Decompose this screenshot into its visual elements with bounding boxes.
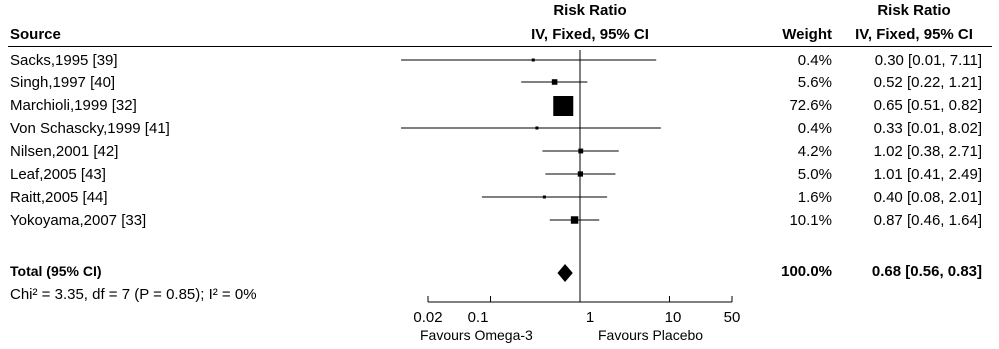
study-source: Yokoyama,2007 [33] xyxy=(10,212,147,229)
study-weight: 5.0% xyxy=(797,166,832,183)
study-source: Von Schascky,1999 [41] xyxy=(10,120,170,137)
axis-tick-label: 10 xyxy=(664,309,682,326)
study-source: Leaf,2005 [43] xyxy=(10,166,106,183)
study-marker xyxy=(553,96,574,116)
study-weight: 0.4% xyxy=(797,52,832,69)
study-marker xyxy=(542,195,546,199)
source-header: Source xyxy=(10,26,61,43)
study-marker xyxy=(578,148,584,154)
study-marker xyxy=(531,58,535,62)
weight-header: Weight xyxy=(782,26,832,43)
plot-subtitle: IV, Fixed, 95% CI xyxy=(531,26,649,43)
study-source: Marchioli,1999 [32] xyxy=(10,97,137,114)
total-label: Total (95% CI) xyxy=(10,263,102,279)
study-weight: 1.6% xyxy=(797,189,832,206)
total-weight: 100.0% xyxy=(781,263,832,280)
total-diamond xyxy=(557,264,573,282)
axis-tick-label: 0.02 xyxy=(413,309,443,326)
study-ci: 0.40 [0.08, 2.01] xyxy=(873,189,982,206)
study-source: Sacks,1995 [39] xyxy=(10,52,118,69)
ci-subtitle: IV, Fixed, 95% CI xyxy=(855,26,973,43)
study-ci: 0.65 [0.51, 0.82] xyxy=(873,97,982,114)
heterogeneity-stats: Chi² = 3.35, df = 7 (P = 0.85); I² = 0% xyxy=(10,286,257,303)
study-ci: 0.33 [0.01, 8.02] xyxy=(873,120,982,137)
study-weight: 10.1% xyxy=(789,212,832,229)
study-marker xyxy=(535,126,539,130)
axis-tick-label: 0.1 xyxy=(467,309,489,326)
study-ci: 0.52 [0.22, 1.21] xyxy=(873,74,982,91)
favours-right-label: Favours Placebo xyxy=(598,327,704,343)
header-divider xyxy=(8,46,992,47)
study-marker xyxy=(551,79,558,85)
total-ci: 0.68 [0.56, 0.83] xyxy=(871,263,982,280)
study-ci: 0.30 [0.01, 7.11] xyxy=(874,52,982,69)
plot-title: Risk Ratio xyxy=(553,2,627,19)
study-source: Nilsen,2001 [42] xyxy=(10,143,119,160)
study-marker xyxy=(570,216,579,224)
study-source: Raitt,2005 [44] xyxy=(10,189,108,206)
axis-tick-label: 50 xyxy=(723,309,741,326)
study-ci: 1.02 [0.38, 2.71] xyxy=(873,143,982,160)
study-weight: 0.4% xyxy=(797,120,832,137)
study-source: Singh,1997 [40] xyxy=(10,74,116,91)
study-weight: 72.6% xyxy=(789,97,832,114)
study-weight: 4.2% xyxy=(797,143,832,160)
axis-tick-label: 1 xyxy=(585,309,595,326)
study-ci: 1.01 [0.41, 2.49] xyxy=(873,166,982,183)
ci-title: Risk Ratio xyxy=(877,2,951,19)
favours-left-label: Favours Omega-3 xyxy=(420,327,533,343)
study-marker xyxy=(577,171,584,177)
study-weight: 5.6% xyxy=(797,74,832,91)
study-ci: 0.87 [0.46, 1.64] xyxy=(873,212,982,229)
